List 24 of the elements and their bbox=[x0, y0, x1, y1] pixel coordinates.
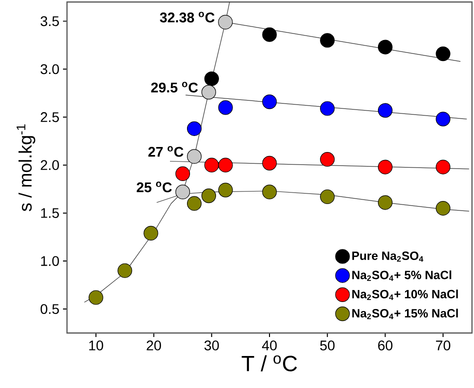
y-tick-label: 2.0 bbox=[40, 160, 59, 170]
annotation: 32.38 $^{o}$C bbox=[160, 12, 215, 22]
y-tick-label: 0.5 bbox=[40, 304, 59, 314]
annotation: 29.5 $^{o}$C bbox=[151, 82, 198, 92]
annotation: 27 $^{o}$C bbox=[148, 146, 184, 157]
x-axis-title: T / $^{o}$C bbox=[242, 355, 297, 372]
x-tick-label: 70 bbox=[436, 340, 450, 350]
y-tick-label: 3.0 bbox=[40, 64, 59, 74]
y-tick-label: 1.5 bbox=[41, 208, 59, 218]
x-tick-label: 50 bbox=[320, 340, 335, 350]
x-tick-label: 60 bbox=[378, 340, 392, 350]
y-tick-label: 1.0 bbox=[41, 256, 59, 266]
x-tick-label: 30 bbox=[204, 340, 219, 350]
y-axis-title: s / mol.kg$^{-1}$ bbox=[16, 124, 36, 212]
y-tick-label: 2.5 bbox=[40, 112, 59, 122]
legend-label: Na$_{2}$SO$_{4}$+ 15% NaCl bbox=[352, 308, 458, 320]
x-tick-label: 10 bbox=[89, 340, 104, 350]
x-tick-label: 40 bbox=[262, 340, 277, 350]
annotation: 25 $^{o}$C bbox=[136, 182, 172, 192]
legend-label: Na$_{2}$SO$_{4}$+ 5% NaCl bbox=[352, 270, 452, 281]
legend-label: Na$_{2}$SO$_{4}$+ 10% NaCl bbox=[352, 290, 458, 300]
legend-label: Pure Na$_{2}$SO$_{4}$ bbox=[352, 252, 424, 262]
y-tick-label: 3.5 bbox=[40, 16, 59, 26]
x-tick-label: 20 bbox=[146, 340, 162, 350]
